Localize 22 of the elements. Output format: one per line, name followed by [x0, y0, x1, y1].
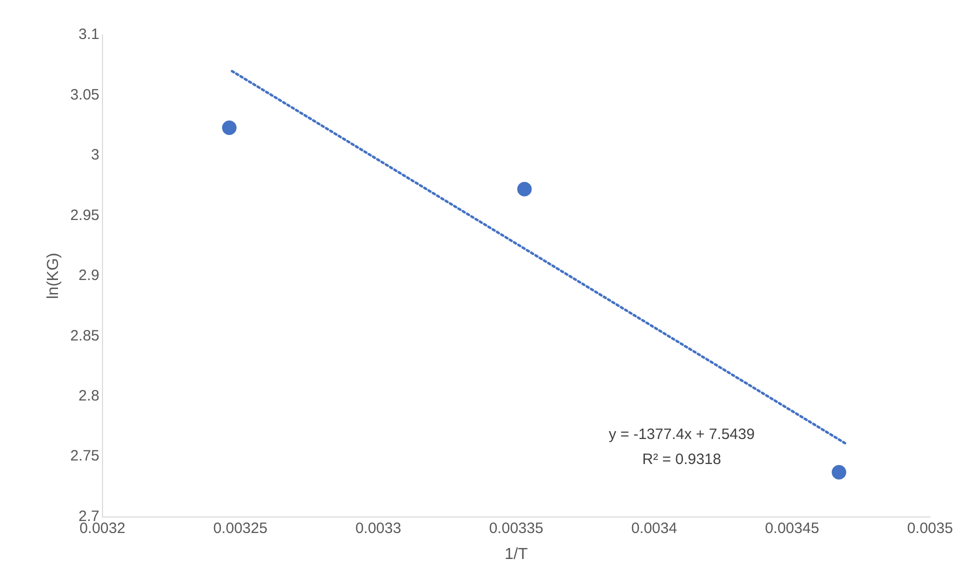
x-tick-label: 0.0032 [79, 520, 126, 537]
x-tick-label: 0.0034 [631, 520, 678, 537]
point [517, 182, 532, 196]
annotation: R² = 0.9318 [642, 451, 722, 468]
x-tick-label: 0.0033 [355, 520, 402, 537]
y-axis-title: ln(KG) [45, 252, 62, 300]
y-tick-label: 2.9 [78, 267, 100, 284]
y-tick-label: 3.1 [78, 26, 100, 44]
y-tick-label: 2.75 [70, 448, 100, 465]
y-tick-label: 2.8 [78, 387, 100, 404]
x-axis-title: 1/T [504, 546, 528, 563]
y-tick-label: 2.95 [70, 206, 100, 224]
x-tick-label: 0.00335 [489, 520, 544, 537]
x-tick-label: 0.00345 [764, 520, 820, 537]
x-tick-label: 0.0035 [907, 520, 953, 537]
y-tick-label: 3 [91, 146, 100, 164]
point [832, 464, 846, 480]
point [222, 120, 237, 135]
y-tick-label: 3.05 [70, 86, 100, 104]
x-tick-label: 0.00325 [213, 520, 268, 537]
annotation: y = -1377.4x + 7.5439 [608, 426, 755, 444]
y-tick-label: 2.85 [70, 327, 100, 344]
